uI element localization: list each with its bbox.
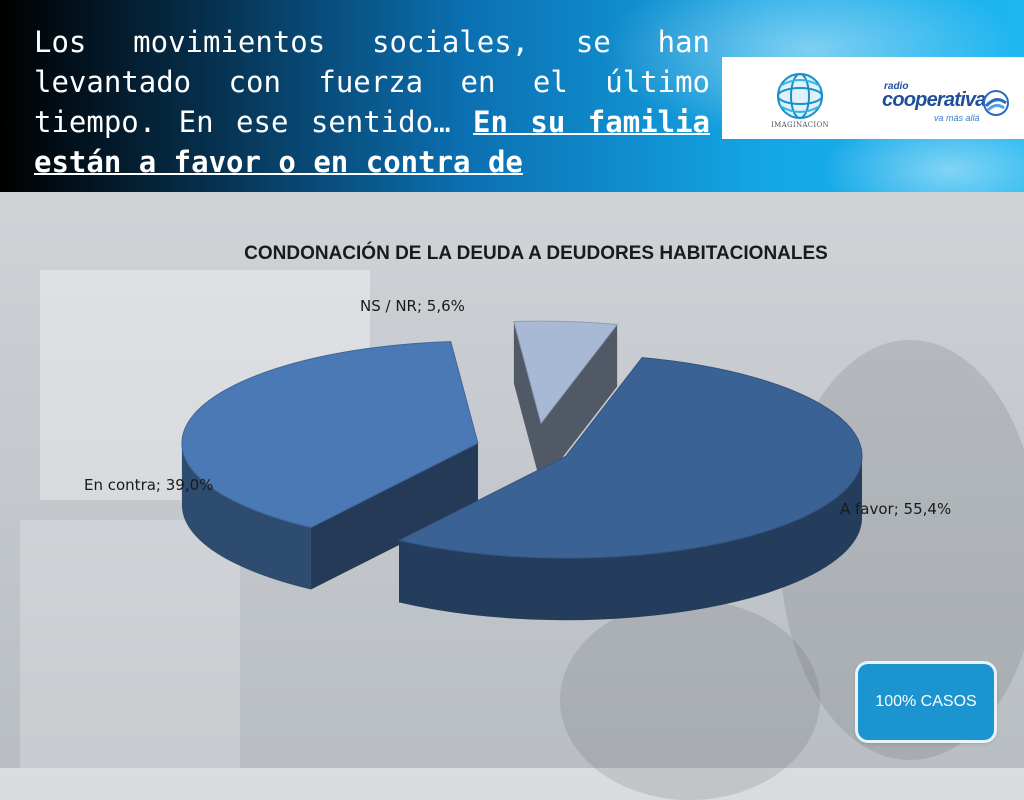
pie-slice-side-wall	[541, 324, 618, 486]
slide-title: Los movimientos sociales, se han levanta…	[34, 22, 710, 182]
cooperativa-tagline: va más allá	[934, 113, 980, 123]
cases-badge: 100% CASOS	[858, 664, 994, 740]
imaginacion-logo-text: IMAGINACION	[771, 121, 829, 129]
cooperativa-logo: radio cooperativa va más allá	[882, 81, 1012, 123]
pie-label-en-contra: En contra; 39,0%	[84, 476, 214, 494]
pie-slice-side-wall	[513, 321, 542, 486]
cooperativa-radio-text: radio	[884, 81, 909, 92]
pie-slice-top	[181, 341, 479, 528]
pie-slice-side-wall	[310, 443, 478, 590]
cooperativa-wave-icon	[983, 90, 1009, 116]
pie-slice-outer-wall	[399, 456, 863, 621]
pie-slice-outer-wall	[181, 443, 311, 590]
pie-chart	[181, 320, 863, 621]
sponsor-logos: IMAGINACION radio cooperativa va más all…	[722, 57, 1024, 139]
slide-title-highlight: En su familia están a favor o en contra …	[34, 105, 710, 179]
slide-title-text: Los movimientos sociales, se han levanta…	[34, 25, 710, 139]
background-building	[20, 520, 240, 768]
imaginacion-globe-icon	[777, 73, 823, 119]
pie-slice-en-contra	[181, 341, 479, 590]
pie-label-a-favor: A favor; 55,4%	[840, 500, 952, 518]
background-crowd	[560, 600, 820, 800]
chart-title: CONDONACIÓN DE LA DEUDA A DEUDORES HABIT…	[244, 243, 828, 264]
pie-slice-ns-nr	[513, 320, 619, 486]
pie-label-ns-nr: NS / NR; 5,6%	[360, 297, 465, 315]
pie-slice-top	[513, 320, 619, 425]
pie-slice-top	[397, 357, 863, 559]
pie-slice-a-favor	[397, 357, 863, 621]
cooperativa-word: cooperativa	[882, 89, 986, 111]
